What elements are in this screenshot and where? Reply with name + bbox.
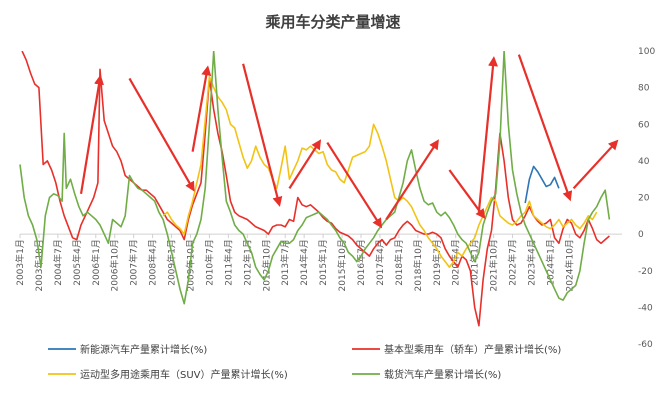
x-tick-label: 2008年4月 (147, 239, 159, 286)
annotation-arrow (326, 141, 383, 229)
annotation-arrow (448, 169, 486, 220)
annotation-layer (79, 54, 619, 229)
series-line-4 (19, 51, 611, 305)
x-tick-label: 2009年1月 (166, 239, 178, 286)
x-tick-label: 2018年10月 (412, 239, 424, 291)
series-line-1 (524, 165, 560, 204)
x-tick-label: 2022年7月 (507, 239, 519, 286)
y-tick-label: -20 (638, 267, 653, 277)
x-tick-label: 2017年4月 (374, 239, 386, 286)
annotation-arrow (385, 139, 439, 221)
x-tick-label: 2015年1月 (317, 239, 329, 286)
legend-label: 载货汽车产量累计增长(%) (384, 368, 501, 381)
x-tick-label: 2024年10月 (563, 239, 575, 291)
x-tick-label: 2021年1月 (469, 239, 481, 286)
x-tick-label: 2006年10月 (109, 239, 121, 291)
y-tick-label: 40 (638, 157, 650, 167)
y-tick-label: 100 (638, 47, 655, 57)
x-tick-label: 2019年7月 (431, 239, 443, 286)
y-tick-label: -40 (638, 303, 653, 313)
x-tick-label: 2006年1月 (90, 239, 102, 286)
chart-title: 乘用车分类产量增速 (264, 13, 400, 31)
x-tick-label: 2011年4月 (222, 239, 234, 286)
annotation-arrow (572, 139, 619, 190)
annotation-arrow (191, 65, 212, 152)
x-tick-label: 2012年1月 (241, 239, 253, 286)
annotation-arrow (128, 77, 195, 192)
x-tick-label: 2004年7月 (52, 239, 64, 286)
annotation-arrow (477, 56, 498, 213)
x-tick-label: 2020年4月 (450, 239, 462, 286)
x-tick-label: 2007年7月 (128, 239, 140, 286)
series-layer (19, 51, 611, 327)
x-tick-label: 2010年7月 (203, 239, 215, 286)
y-tick-label: 20 (638, 194, 650, 204)
x-tick-label: 2005年4月 (71, 239, 83, 286)
y-tick-label: 0 (638, 230, 644, 240)
series-line-2 (21, 51, 610, 327)
series-line-3 (162, 75, 598, 268)
legend: 新能源汽车产量累计增长(%) 基本型乘用车（轿车）产量累计增长(%) 运动型多用途乘… (48, 343, 561, 381)
x-tick-label: 2023年4月 (525, 239, 537, 286)
y-tick-label: -60 (638, 340, 653, 350)
legend-label: 基本型乘用车（轿车）产量累计增长(%) (384, 343, 561, 356)
x-tick-label: 2015年10月 (336, 239, 348, 291)
annotation-arrow (288, 139, 322, 189)
x-tick-label: 2013年7月 (279, 239, 291, 286)
annotation-arrow (242, 63, 283, 207)
annotation-arrow (79, 74, 104, 195)
y-tick-label: 60 (638, 120, 650, 130)
x-tick-label: 2021年10月 (488, 239, 500, 291)
legend-label: 运动型多用途乘用车（SUV）产量累计增长(%) (80, 368, 288, 381)
x-tick-label: 2003年1月 (14, 239, 26, 286)
x-tick-label: 2014年4月 (298, 239, 310, 286)
legend-label: 新能源汽车产量累计增长(%) (80, 343, 207, 356)
annotation-arrow (517, 54, 573, 202)
y-tick-label: 80 (638, 84, 650, 94)
x-tick-label: 2018年1月 (393, 239, 405, 286)
